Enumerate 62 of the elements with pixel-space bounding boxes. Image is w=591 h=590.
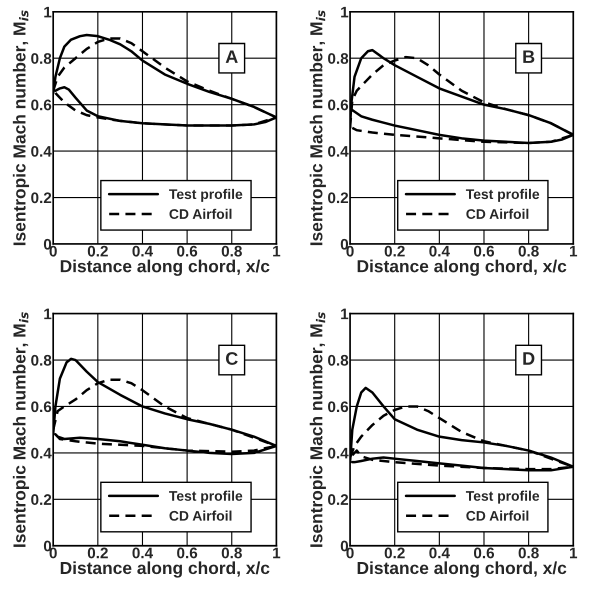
x-tick-label: 0.8 <box>222 246 242 257</box>
legend-label: Test profile <box>466 490 540 504</box>
y-tick-label: 0.6 <box>328 100 348 110</box>
legend-label: Test profile <box>169 490 242 504</box>
y-axis-title: Isentropic Mach number, M$_{is}$ <box>12 10 30 246</box>
y-tick-label: 0.8 <box>31 53 52 64</box>
x-axis-title: Distance along chord, x/c <box>60 260 270 276</box>
y-tick-label: 0.8 <box>31 354 52 366</box>
x-tick-label: 0.2 <box>384 246 405 257</box>
legend-label: CD Airfoil <box>169 510 232 521</box>
y-tick-label: 1 <box>341 308 348 320</box>
annotation: D <box>523 352 534 365</box>
annotation: B <box>523 50 534 63</box>
x-tick-label: 0.6 <box>177 246 198 257</box>
legend-label: Test profile <box>169 188 242 202</box>
y-tick-label: 0.8 <box>328 53 348 64</box>
y-tick-label: 0.4 <box>31 146 52 157</box>
x-tick-label: 0.2 <box>384 548 405 558</box>
y-tick-label: 1 <box>44 308 52 320</box>
y-tick-label: 0 <box>44 540 52 552</box>
y-tick-label: 1 <box>341 6 348 18</box>
x-tick-label: 0.6 <box>474 548 494 558</box>
annotation: C <box>226 352 238 365</box>
legend-label: CD Airfoil <box>466 208 528 219</box>
y-tick-label: 0.4 <box>328 448 349 459</box>
y-tick-label: 1 <box>44 6 52 18</box>
x-tick-label: 1 <box>570 246 578 256</box>
x-tick-label: 0.2 <box>88 548 108 558</box>
x-tick-label: 0.6 <box>177 548 198 558</box>
x-tick-label: 0.8 <box>518 548 539 558</box>
legend-label: CD Airfoil <box>466 510 528 521</box>
x-tick-label: 0.8 <box>518 246 539 257</box>
x-tick-label: 0.2 <box>88 246 108 257</box>
y-tick-label: 0.2 <box>31 192 52 204</box>
y-tick-label: 0.2 <box>328 192 348 204</box>
y-tick-label: 0.6 <box>31 401 52 412</box>
y-tick-label: 0.2 <box>328 494 348 506</box>
x-tick-label: 1 <box>273 548 280 558</box>
y-axis-title: Isentropic Mach number, M$_{is}$ <box>310 312 326 547</box>
y-tick-label: 0 <box>340 540 348 552</box>
y-tick-label: 0.6 <box>31 100 52 110</box>
x-tick-label: 0.4 <box>132 246 154 257</box>
x-tick-label: 0.4 <box>429 548 450 558</box>
x-axis-title: Distance along chord, x/c <box>358 260 566 276</box>
y-axis-title: Isentropic Mach number, M$_{is}$ <box>310 10 326 246</box>
y-axis-title: Isentropic Mach number, M$_{is}$ <box>12 312 30 547</box>
x-tick-label: 0.4 <box>132 548 154 558</box>
legend-label: Test profile <box>466 188 540 202</box>
y-tick-label: 0.6 <box>328 401 348 412</box>
x-tick-label: 0.6 <box>474 246 494 257</box>
x-tick-label: 0.8 <box>222 548 242 558</box>
x-tick-label: 1 <box>570 548 578 558</box>
y-tick-label: 0.2 <box>31 494 52 506</box>
y-tick-label: 0.4 <box>31 448 52 459</box>
y-tick-label: 0.4 <box>328 146 349 157</box>
legend-label: CD Airfoil <box>169 208 232 219</box>
annotation: A <box>226 50 238 63</box>
x-tick-label: 1 <box>273 246 280 256</box>
x-tick-label: 0.4 <box>429 246 450 257</box>
y-tick-label: 0.8 <box>328 354 348 366</box>
x-axis-title: Distance along chord, x/c <box>358 561 566 578</box>
x-axis-title: Distance along chord, x/c <box>60 561 270 578</box>
